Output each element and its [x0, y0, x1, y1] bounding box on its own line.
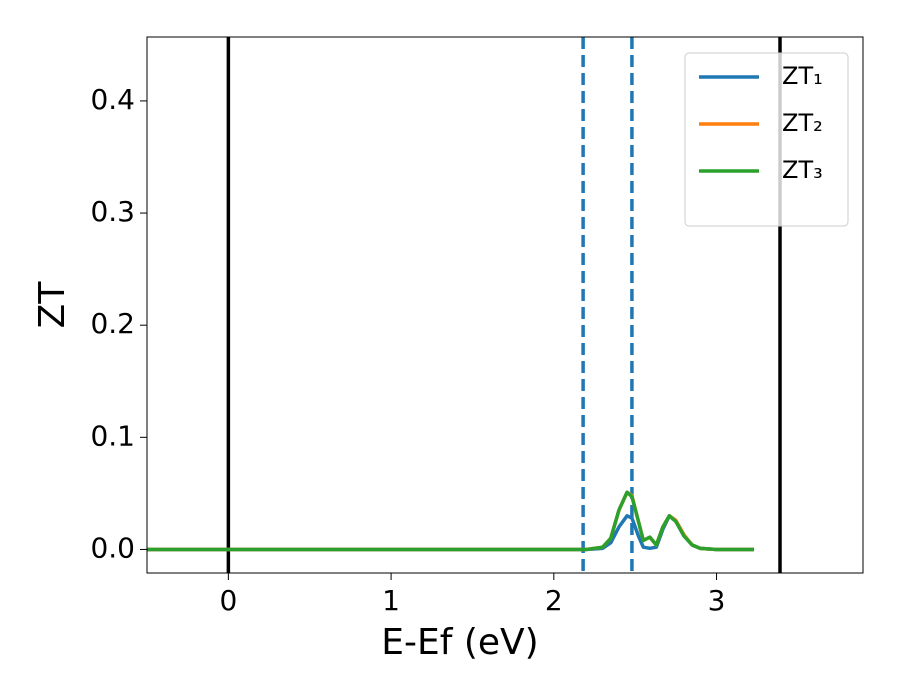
- legend-label: ZT₂: [782, 109, 823, 137]
- y-tick-label: 0.2: [90, 307, 135, 340]
- y-tick-label: 0.4: [90, 83, 135, 116]
- y-axis-label: ZT: [32, 281, 73, 329]
- y-tick-label: 0.1: [90, 419, 135, 452]
- x-tick-label: 0: [219, 584, 237, 617]
- legend-label: ZT₃: [782, 156, 823, 184]
- legend-box: [684, 52, 849, 227]
- legend-label: ZT₁: [782, 62, 823, 90]
- series-line: [147, 490, 754, 552]
- x-tick-label: 2: [545, 584, 563, 617]
- y-tick-label: 0.3: [90, 195, 135, 228]
- x-axis-label: E-Ef (eV): [381, 622, 538, 663]
- x-tick-label: 3: [708, 584, 726, 617]
- x-tick-label: 1: [382, 584, 400, 617]
- y-tick-label: 0.0: [90, 531, 135, 564]
- legend: ZT₁ ZT₂ ZT₃: [684, 52, 849, 227]
- plot-frame: [146, 36, 864, 574]
